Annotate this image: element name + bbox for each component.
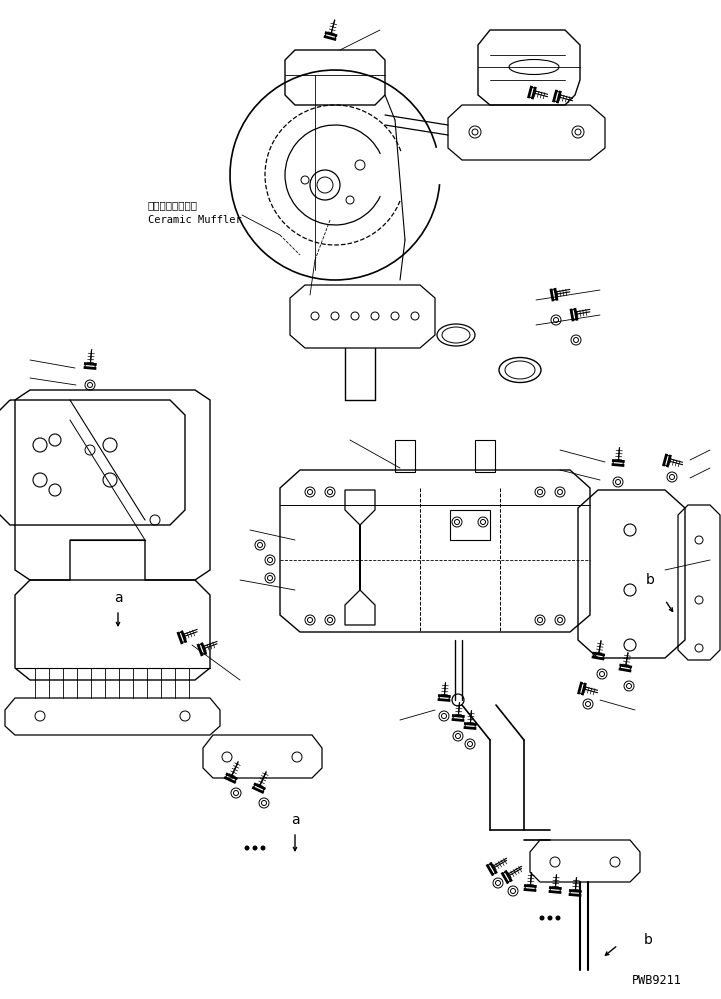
Text: Ceramic Muffler: Ceramic Muffler [148, 215, 242, 225]
Text: a: a [291, 813, 299, 827]
Circle shape [539, 915, 544, 920]
Circle shape [555, 915, 560, 920]
Text: セラミックマフラ: セラミックマフラ [148, 200, 198, 210]
Circle shape [252, 845, 257, 850]
Circle shape [547, 915, 552, 920]
Circle shape [260, 845, 265, 850]
Text: b: b [644, 933, 653, 947]
Text: PWB9211: PWB9211 [632, 973, 682, 986]
Text: b: b [645, 573, 655, 587]
Text: a: a [114, 591, 123, 605]
Circle shape [244, 845, 249, 850]
